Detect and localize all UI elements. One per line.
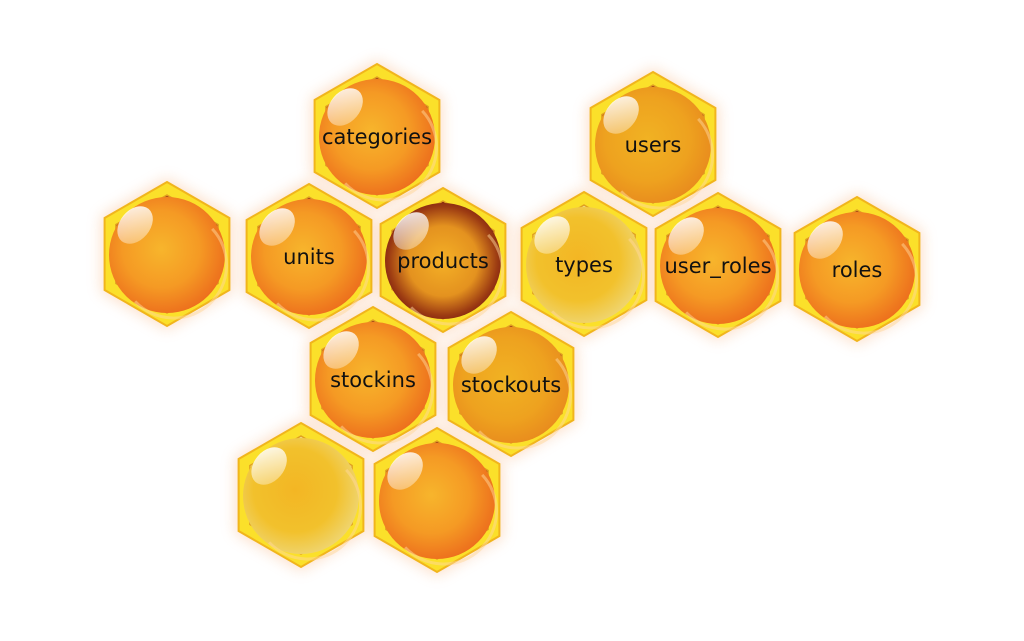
hex-cell-types[interactable]: types (520, 190, 648, 338)
orb-reflection-arc (551, 237, 646, 330)
orb-shine (323, 331, 359, 369)
orb-shine (668, 217, 704, 255)
orb-shine (259, 208, 295, 246)
orb-reflection-arc (268, 468, 363, 561)
orb-reflection-arc (404, 473, 499, 566)
cell-label-roles[interactable]: roles (832, 258, 883, 282)
cell-label-units[interactable]: units (283, 245, 335, 269)
hex-cell-user_roles[interactable]: user_roles (654, 191, 782, 339)
hex-cell-units[interactable]: units (245, 182, 373, 330)
cell-label-user_roles[interactable]: user_roles (664, 254, 771, 279)
orb-reflection-arc (276, 229, 371, 322)
orb-shine (327, 88, 363, 126)
orb-reflection-arc (478, 357, 573, 450)
orb-shine (807, 221, 843, 259)
orb-reflection-arc (410, 233, 505, 326)
orb-shine (117, 206, 153, 244)
hex-cell-stockins[interactable]: stockins (309, 305, 437, 453)
orb-reflection-arc (134, 227, 229, 320)
orb-shine (534, 216, 570, 254)
orb-shine (393, 212, 429, 250)
hex-cell-blank-bottom-left[interactable] (237, 421, 365, 569)
orb-shine (603, 96, 639, 134)
hex-cell-blank-bottom[interactable] (373, 426, 501, 574)
orb-shine (387, 452, 423, 490)
hex-cell-blank-left[interactable] (103, 180, 231, 328)
honeycomb-cells: categories users units products types user_ro… (103, 62, 921, 574)
orb-reflection-arc (824, 242, 919, 335)
orb-reflection-arc (340, 352, 435, 445)
cell-label-products[interactable]: products (397, 249, 489, 273)
cell-label-stockins[interactable]: stockins (330, 368, 416, 392)
orb-reflection-arc (344, 109, 439, 202)
hex-cell-products[interactable]: products (379, 186, 507, 334)
orb-reflection-arc (620, 117, 715, 210)
orb-reflection-arc (685, 238, 780, 331)
hex-cell-roles[interactable]: roles (793, 195, 921, 343)
cell-label-categories[interactable]: categories (322, 125, 432, 149)
cell-label-users[interactable]: users (625, 133, 682, 157)
hex-cell-users[interactable]: users (589, 70, 717, 218)
hex-cell-categories[interactable]: categories (313, 62, 441, 210)
hex-cell-stockouts[interactable]: stockouts (447, 310, 575, 458)
cell-label-types[interactable]: types (555, 253, 613, 277)
cell-label-stockouts[interactable]: stockouts (461, 373, 561, 397)
orb-shine (251, 447, 287, 485)
orb-shine (461, 336, 497, 374)
